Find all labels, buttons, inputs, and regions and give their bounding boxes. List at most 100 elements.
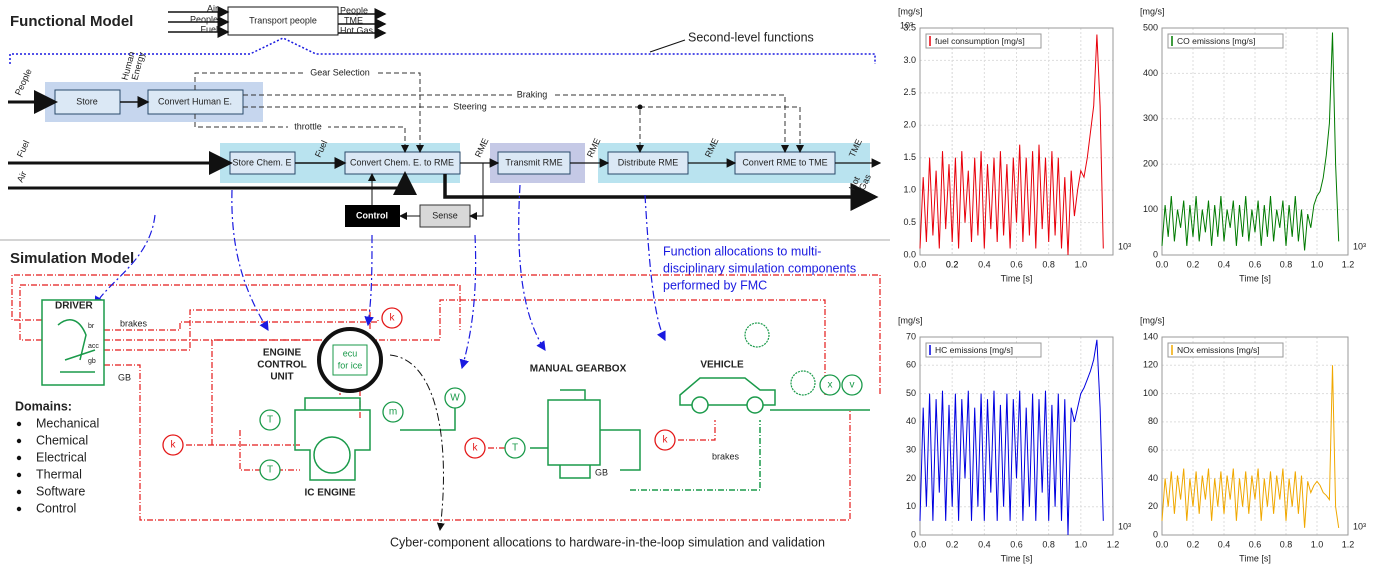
- x-tick-label: 1.2: [1342, 539, 1355, 549]
- x-tick-label: 0.2: [1187, 539, 1200, 549]
- y-tick-label: 70: [906, 331, 916, 341]
- y-tick-label: 200: [1143, 159, 1158, 169]
- x-tick-label: 0.0: [1156, 259, 1169, 269]
- symbol-label: x: [828, 380, 833, 391]
- bullet: [17, 507, 21, 511]
- y-tick-label: 40: [906, 416, 916, 426]
- x-tick-label: 0.8: [1280, 539, 1293, 549]
- x-multiplier: 10³: [1118, 241, 1131, 251]
- shape: [314, 437, 350, 473]
- y-tick-label: 60: [906, 360, 916, 370]
- x-tick-label: 0.6: [1010, 259, 1023, 269]
- x-tick-label: 0.8: [1042, 539, 1055, 549]
- legend-label: HC emissions [mg/s]: [935, 345, 1013, 355]
- y-multiplier: 10³: [900, 20, 913, 30]
- x-tick-label: 0.4: [978, 539, 991, 549]
- x-tick-label: 0.8: [1280, 259, 1293, 269]
- flow-label: Air: [207, 3, 218, 13]
- x-axis-label: Time [s]: [1001, 273, 1033, 283]
- section-title: Functional Model: [10, 13, 133, 30]
- y-tick-label: 0: [1153, 529, 1158, 539]
- y-tick-label: 3.0: [903, 55, 916, 65]
- flow-label: Steering: [453, 101, 487, 111]
- x-tick-label: 0.6: [1249, 539, 1262, 549]
- component-label: DRIVER: [55, 301, 94, 312]
- box-label: Store: [76, 96, 98, 106]
- box-label: Control: [356, 210, 388, 220]
- bullet: [17, 490, 21, 494]
- x-tick-label: 0.2: [946, 259, 959, 269]
- y-tick-label: 60: [1148, 445, 1158, 455]
- y-axis-label: [mg/s]: [1140, 315, 1165, 325]
- y-tick-label: 0: [911, 529, 916, 539]
- shape: [295, 398, 370, 480]
- shape: [400, 405, 455, 430]
- shape: [645, 195, 665, 340]
- shape: [791, 371, 815, 395]
- component-label: MANUAL GEARBOX: [530, 364, 627, 375]
- flow-label: Gear Selection: [310, 67, 370, 77]
- box-label: Distribute RME: [618, 157, 679, 167]
- bullet: [17, 456, 21, 460]
- y-tick-label: 2.0: [903, 120, 916, 130]
- y-tick-label: 1.5: [903, 152, 916, 162]
- section-title: Simulation Model: [10, 250, 134, 267]
- y-tick-label: 0: [1153, 249, 1158, 259]
- shape: [638, 105, 643, 110]
- annotation: Function allocations to multi-: [663, 244, 821, 258]
- x-tick-label: 1.0: [1075, 259, 1088, 269]
- y-tick-label: 1.0: [903, 185, 916, 195]
- box-label: Convert Human E.: [158, 96, 232, 106]
- series-line: [1162, 33, 1339, 251]
- flow-label: RME: [473, 136, 491, 158]
- shape: [745, 323, 769, 347]
- shape: [630, 420, 760, 490]
- symbol-label: T: [267, 465, 273, 476]
- y-tick-label: 40: [1148, 473, 1158, 483]
- port-label: br: [88, 323, 95, 330]
- figure: Functional Model Transport people Air Pe…: [0, 0, 1382, 574]
- series-line: [920, 35, 1103, 256]
- y-tick-label: 80: [1148, 416, 1158, 426]
- symbol-label: v: [850, 380, 855, 391]
- domain-item: Thermal: [36, 467, 82, 481]
- y-tick-label: 0.0: [903, 249, 916, 259]
- flow-label: People: [13, 67, 34, 97]
- y-tick-label: 500: [1143, 22, 1158, 32]
- x-tick-label: 0.6: [1249, 259, 1262, 269]
- symbol-label: m: [389, 407, 397, 418]
- domain-item: Mechanical: [36, 416, 99, 430]
- x-tick-label: 0.0: [914, 259, 927, 269]
- annotation: disciplinary simulation components: [663, 261, 856, 275]
- x-tick-label: 1.2: [1342, 259, 1355, 269]
- y-tick-label: 2.5: [903, 87, 916, 97]
- x-tick-label: 1.2: [1107, 539, 1120, 549]
- x-axis-label: Time [s]: [1239, 553, 1271, 563]
- functional-model: Functional Model Transport people Air Pe…: [8, 3, 880, 227]
- legend-label: NOx emissions [mg/s]: [1177, 345, 1260, 355]
- x-tick-label: 0.4: [1218, 259, 1231, 269]
- x-multiplier: 10³: [1353, 521, 1366, 531]
- y-tick-label: 0.5: [903, 217, 916, 227]
- legend-label: CO emissions [mg/s]: [1177, 36, 1255, 46]
- page: Functional and Simulation Model { "diagr…: [0, 0, 1382, 574]
- y-tick-label: 20: [906, 473, 916, 483]
- shape: [104, 300, 825, 395]
- component-label: GB: [595, 467, 608, 477]
- symbol-label: W: [450, 393, 460, 404]
- bullet: [17, 473, 21, 477]
- box-label: Sense: [432, 210, 458, 220]
- flow-label: Air: [15, 170, 29, 184]
- domains-title: Domains:: [15, 399, 72, 413]
- component-label: ecu: [343, 348, 358, 358]
- y-tick-label: 10: [906, 501, 916, 511]
- x-multiplier: 10³: [1118, 521, 1131, 531]
- y-tick-label: 300: [1143, 113, 1158, 123]
- domain-item: Software: [36, 484, 85, 498]
- flow-label: Hot Gas: [340, 25, 374, 35]
- x-tick-label: 1.0: [1311, 259, 1324, 269]
- symbol-label: T: [512, 443, 518, 454]
- component-label: GB: [118, 372, 131, 382]
- y-tick-label: 140: [1143, 331, 1158, 341]
- x-tick-label: 0.2: [946, 539, 959, 549]
